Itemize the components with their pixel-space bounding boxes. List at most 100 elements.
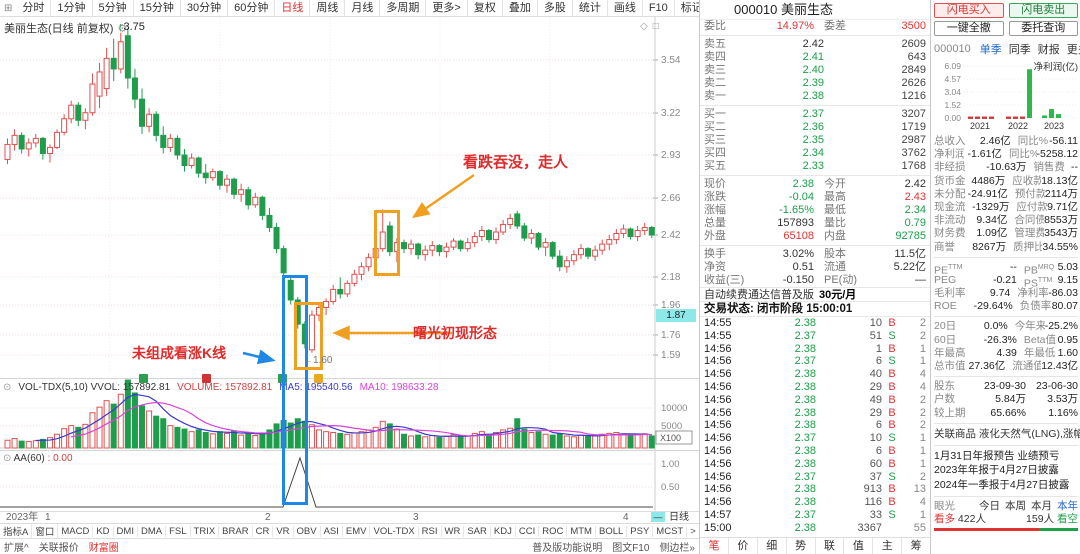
finance-row: 货币金 4486万 应收款 18.13亿 — [934, 174, 1078, 187]
sentiment-tab-本周[interactable]: 本周 — [1005, 499, 1026, 512]
quote-stat-row: 现价 2.38 今开 2.42 — [704, 178, 926, 190]
indicator-tab-mcst[interactable]: MCST — [653, 525, 688, 537]
divider — [700, 35, 930, 36]
indicator-tab-sar[interactable]: SAR — [464, 525, 491, 537]
indicator-tab-fsl[interactable]: FSL — [166, 525, 191, 537]
tab-single-quarter[interactable]: 单季 — [979, 44, 1002, 56]
period-tab-5[interactable]: 60分钟 — [228, 0, 276, 16]
sentiment-tab-本月[interactable]: 本月 — [1031, 499, 1052, 512]
period-tab-2[interactable]: 5分钟 — [93, 0, 134, 16]
tick-tab-联[interactable]: 联 — [814, 538, 844, 554]
gear-icon[interactable]: ⚙ — [117, 23, 128, 35]
period-tab-10[interactable]: 更多> — [426, 0, 468, 16]
tab-more[interactable]: 更多... — [1066, 44, 1080, 56]
tick-tab-主[interactable]: 主 — [872, 538, 901, 554]
indicator-tab-mtm[interactable]: MTM — [567, 525, 596, 537]
bid-row[interactable]: 买二 2.36 1719 — [704, 121, 926, 133]
flash-buy-button[interactable]: 闪电买入 — [934, 3, 1004, 18]
candlestick-chart[interactable]: 3.54 3.22 2.93 2.66 2.42 2.18 1.96 1.76 1.59 — [0, 17, 699, 378]
period-tab-9[interactable]: 多周期 — [380, 0, 427, 16]
indicator-tab-asi[interactable]: ASI — [321, 525, 343, 537]
period-tab-7[interactable]: 周线 — [310, 0, 346, 16]
bid-row[interactable]: 买四 2.34 3762 — [704, 147, 926, 159]
tick-tab-细[interactable]: 细 — [756, 538, 786, 554]
indicator-tab-vol-tdx[interactable]: VOL-TDX — [370, 525, 419, 537]
chart-corner-icons[interactable]: ◇□ — [640, 21, 664, 32]
period-tab-0[interactable]: 分时 — [16, 0, 52, 16]
news-item-2[interactable]: 2024年一季报于4月27日披露 — [934, 478, 1070, 491]
toolbar-item-6[interactable]: 标记 — [675, 0, 699, 16]
ask-row[interactable]: 卖二 2.39 2626 — [704, 77, 926, 89]
news-item-0[interactable]: 1月31日年报预告 业绩预亏 — [934, 449, 1060, 462]
indicator-a-menu[interactable]: 指标A — [0, 524, 33, 538]
toolbar-item-5[interactable]: F10 — [643, 0, 675, 16]
flash-sell-button[interactable]: 闪电卖出 — [1008, 3, 1078, 18]
bottom-rlink-1[interactable]: 图文F10 — [612, 543, 650, 554]
indicator-tab-roc[interactable]: ROC — [539, 525, 568, 537]
bottom-rlink-0[interactable]: 普及版功能说明 — [532, 543, 603, 554]
period-tab-4[interactable]: 30分钟 — [181, 0, 229, 16]
period-tab-3[interactable]: 15分钟 — [134, 0, 181, 16]
cancel-all-button[interactable]: 一键全撤 — [934, 21, 1004, 36]
bearish-label[interactable]: 看空 — [1057, 512, 1078, 525]
chart-area[interactable]: 3.54 3.22 2.93 2.66 2.42 2.18 1.96 1.76 1.59 100… — [0, 17, 699, 511]
indicator-tab-cr[interactable]: CR — [253, 525, 274, 537]
bid-row[interactable]: 买五 2.33 1768 — [704, 160, 926, 172]
indicator-tab-vr[interactable]: VR — [273, 525, 294, 537]
tab-same-quarter[interactable]: 同季 — [1008, 44, 1031, 56]
indicator-tab-obv[interactable]: OBV — [294, 525, 321, 537]
indicator-tab-psy[interactable]: PSY — [627, 525, 654, 537]
toolbar-item-1[interactable]: 叠加 — [503, 0, 538, 16]
tick-tab-笔[interactable]: 笔 — [708, 540, 720, 552]
ask-row[interactable]: 卖三 2.40 2849 — [704, 64, 926, 76]
indicator-tab-emv[interactable]: EMV — [343, 525, 371, 537]
renewal-promo-link[interactable]: 自动续费通达信普及版 30元/月 — [700, 287, 930, 302]
aa-indicator-chart[interactable]: 1.00 0.50 — [0, 450, 699, 511]
tick-tab-价[interactable]: 价 — [727, 538, 757, 554]
indicator-tab-kdj[interactable]: KDJ — [491, 525, 516, 537]
window-menu[interactable]: 窗口 — [32, 524, 59, 538]
indicator-tab-rsi[interactable]: RSI — [419, 525, 442, 537]
indicator-tab-kd[interactable]: KD — [93, 525, 114, 537]
tab-report[interactable]: 财报 — [1037, 44, 1060, 56]
bottom-link-2[interactable]: 财富圈 — [88, 543, 119, 554]
bottom-link-1[interactable]: 关联报价 — [38, 543, 79, 554]
tick-tab-值[interactable]: 值 — [843, 538, 872, 554]
collapse-pane-button[interactable]: — — [651, 512, 665, 522]
indicator-tab-macd[interactable]: MACD — [58, 525, 94, 537]
tick-tab-势[interactable]: 势 — [785, 538, 815, 554]
toolbar-item-3[interactable]: 统计 — [573, 0, 608, 16]
ask-row[interactable]: 卖五 2.42 2609 — [704, 38, 926, 50]
tick-tab-筹[interactable]: 筹 — [901, 538, 930, 554]
sentiment-tab-今日[interactable]: 今日 — [979, 499, 1000, 512]
indicator-tab-cci[interactable]: CCI — [516, 525, 540, 537]
indicator-tab-dma[interactable]: DMA — [138, 525, 167, 537]
divider — [934, 316, 1078, 318]
indicator-tab-dmi[interactable]: DMI — [114, 525, 138, 537]
indicator-tab-boll[interactable]: BOLL — [596, 525, 628, 537]
bid-row[interactable]: 买三 2.35 2987 — [704, 134, 926, 146]
ask-row[interactable]: 卖一 2.38 1216 — [704, 90, 926, 102]
indicator-tab->[interactable]: > — [687, 525, 699, 537]
indicator-tab-wr[interactable]: WR — [442, 525, 465, 537]
period-tab-8[interactable]: 月线 — [345, 0, 381, 16]
app-window-icon[interactable]: ⊞ — [4, 2, 13, 14]
news-item-1[interactable]: 2023年年报于4月27日披露 — [934, 464, 1059, 477]
indicator-tab-brar[interactable]: BRAR — [219, 525, 253, 537]
toolbar-item-0[interactable]: 复权 — [468, 0, 503, 16]
bullish-label[interactable]: 看多 — [934, 512, 955, 525]
period-tab-1[interactable]: 1分钟 — [51, 0, 93, 16]
order-query-button[interactable]: 委托查询 — [1008, 21, 1078, 36]
tick-row: 14:56 2.38 49 B 2 — [704, 393, 926, 406]
bottom-link-0[interactable]: 扩展^ — [4, 543, 29, 554]
bid-row[interactable]: 买一 2.37 3207 — [704, 108, 926, 120]
sentiment-tab-本年[interactable]: 本年 — [1057, 499, 1078, 512]
indicator-tab-trix[interactable]: TRIX — [191, 525, 220, 537]
ask-row[interactable]: 卖四 2.41 643 — [704, 51, 926, 63]
period-tab-6[interactable]: 日线 — [275, 0, 311, 16]
toolbar-item-2[interactable]: 多股 — [538, 0, 573, 16]
toolbar-item-4[interactable]: 画线 — [608, 0, 643, 16]
bottom-rlink-2[interactable]: 侧边栏» — [659, 543, 695, 554]
related-commodity-link[interactable]: 关联商品 液化天然气(LNG),涨幅 › — [934, 427, 1080, 440]
